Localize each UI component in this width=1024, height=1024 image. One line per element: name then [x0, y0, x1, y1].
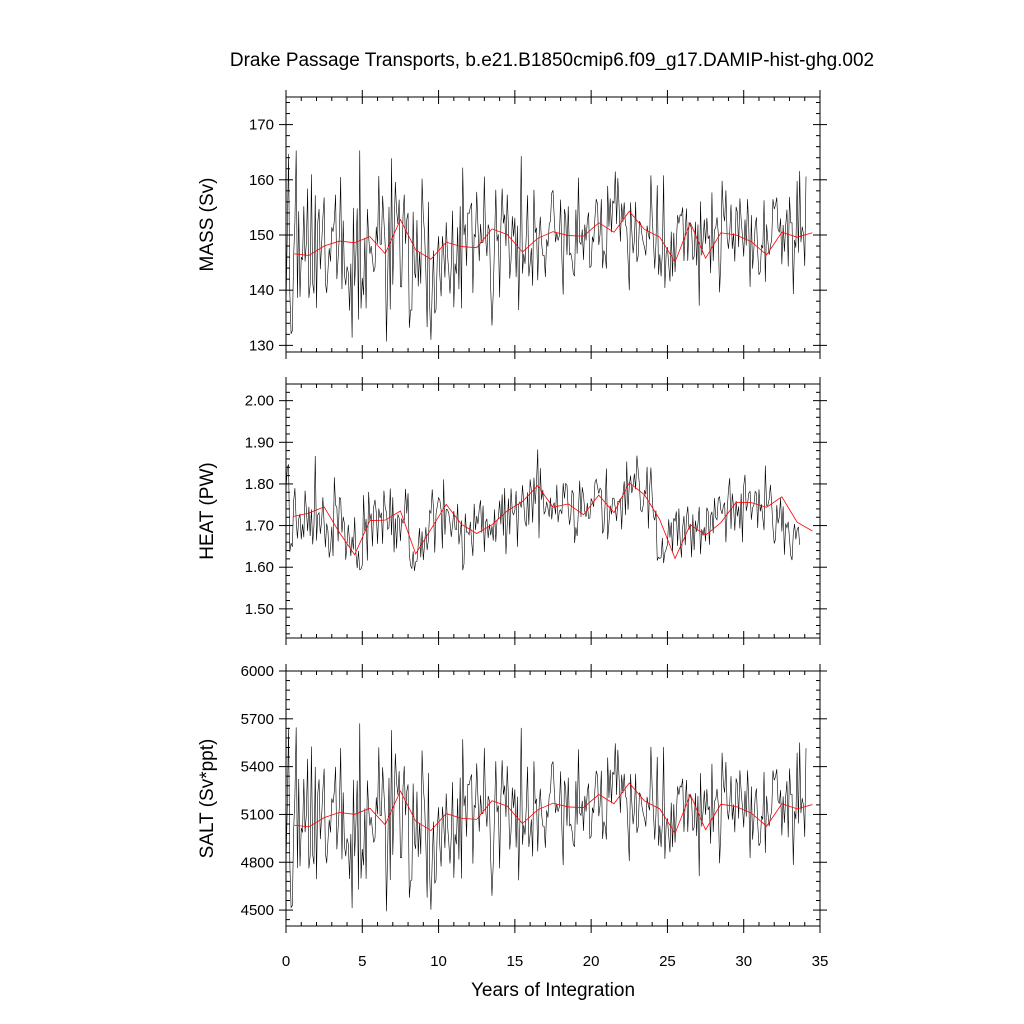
mass-panel: 130 140 150 160 170 MASS (Sv): [197, 90, 827, 359]
x-tick-label: 5: [358, 953, 366, 970]
salt-panel: 4500 4800 5100 5400 5700 6000 SALT (Sv*ppt) 0 5 1…: [197, 663, 828, 970]
mass-y-tick-label: 140: [249, 282, 274, 299]
x-tick-label: 0: [282, 953, 290, 970]
heat-y-tick-label: 1.90: [245, 434, 274, 451]
salt-plot-frame: [285, 670, 821, 927]
salt-y-tick-label: 5700: [241, 711, 274, 728]
x-axis-title: Years of Integration: [471, 980, 635, 1001]
mass-y-tick-label: 160: [249, 172, 274, 189]
mass-y-tick-label: 130: [249, 337, 274, 354]
x-tick-label: 10: [430, 953, 447, 970]
mass-plot-frame: [285, 96, 821, 353]
salt-y-axis-title: SALT (Sv*ppt): [197, 739, 218, 859]
chart-title: Drake Passage Transports, b.e21.B1850cmi…: [230, 50, 874, 71]
heat-monthly-series-line: [286, 449, 800, 572]
heat-annual-mean-line: [293, 482, 813, 560]
salt-annual-mean-line: [293, 782, 813, 835]
heat-panel: 1.50 1.60 1.70 1.80 1.90 2.00 HEAT (PW): [197, 377, 827, 645]
salt-y-tick-label: 6000: [241, 663, 274, 680]
x-tick-label: 35: [812, 953, 829, 970]
heat-y-tick-label: 1.70: [245, 518, 274, 535]
salt-y-tick-label: 4500: [241, 902, 274, 919]
salt-y-tick-label: 5400: [241, 759, 274, 776]
heat-y-tick-label: 1.60: [245, 559, 274, 576]
x-tick-label: 30: [735, 953, 752, 970]
heat-y-tick-label: 1.50: [245, 601, 274, 618]
salt-y-tick-label: 4800: [241, 854, 274, 871]
heat-y-tick-label: 1.80: [245, 476, 274, 493]
mass-monthly-series-line: [286, 150, 807, 342]
x-tick-label: 20: [583, 953, 600, 970]
salt-monthly-series-line: [286, 723, 807, 912]
heat-y-axis-title: HEAT (PW): [197, 462, 218, 559]
heat-y-tick-label: 2.00: [245, 393, 274, 410]
x-tick-label: 25: [659, 953, 676, 970]
mass-y-tick-label: 170: [249, 117, 274, 134]
heat-plot-frame: [285, 383, 821, 639]
mass-annual-mean-line: [293, 210, 813, 263]
x-tick-label: 15: [507, 953, 524, 970]
salt-y-tick-label: 5100: [241, 806, 274, 823]
mass-y-tick-label: 150: [249, 227, 274, 244]
mass-y-axis-title: MASS (Sv): [197, 178, 218, 272]
